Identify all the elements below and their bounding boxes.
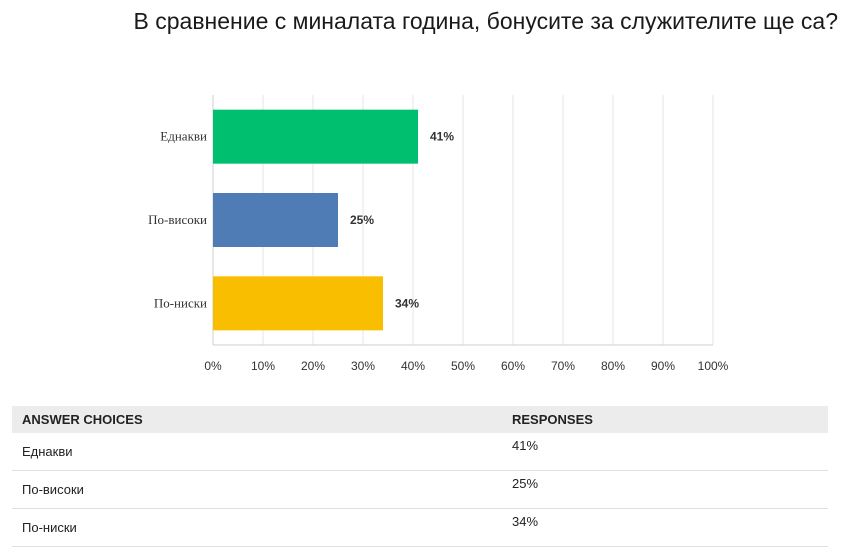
responses-table: ANSWER CHOICES RESPONSES Еднакви 41% По-… [12,406,828,547]
data-label: 34% [395,296,419,310]
x-tick-label: 0% [204,359,222,373]
x-tick-label: 90% [651,359,675,373]
x-tick-label: 10% [251,359,275,373]
data-label: 25% [350,213,374,227]
x-tick-label: 60% [501,359,525,373]
response-cell: 25% [502,470,828,509]
category-label: По-ниски [154,295,207,310]
answer-choice-cell: По-ниски [12,508,502,547]
x-tick-label: 80% [601,359,625,373]
response-cell: 41% [502,433,828,471]
answer-choice-cell: По-високи [12,470,502,509]
table-row: По-ниски 34% [12,508,828,547]
bar-2 [213,193,338,247]
response-cell: 34% [502,508,828,547]
category-label: Еднакви [160,129,207,144]
x-tick-label: 70% [551,359,575,373]
bar-1 [213,109,418,164]
bar-chart: 0% 10% 20% 30% 40% 50% 60% 70% 80% 90% 100% Еднакви… [148,95,729,373]
header-responses: RESPONSES [502,406,828,433]
table-row: По-високи 25% [12,470,828,509]
chart-title: В сравнение с миналата година, бонусите … [133,8,839,34]
x-tick-label: 40% [401,359,425,373]
table-row: Еднакви 41% [12,433,828,471]
category-label: По-високи [148,212,207,227]
data-label: 41% [430,130,454,144]
header-answer-choices: ANSWER CHOICES [12,406,502,433]
x-tick-label: 50% [451,359,475,373]
x-tick-label: 20% [301,359,325,373]
answer-choice-cell: Еднакви [12,433,502,471]
bar-3 [213,276,383,331]
table-header-row: ANSWER CHOICES RESPONSES [12,406,828,433]
x-tick-label: 100% [698,359,729,373]
x-tick-label: 30% [351,359,375,373]
